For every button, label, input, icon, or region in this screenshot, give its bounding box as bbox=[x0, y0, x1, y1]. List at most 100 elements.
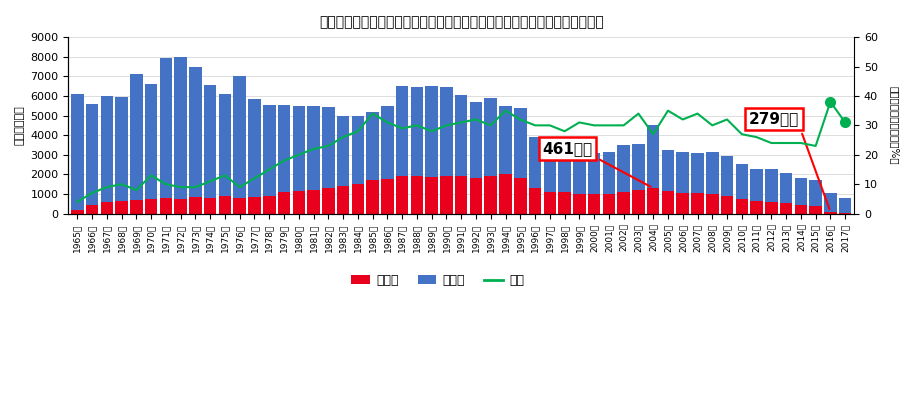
Bar bbox=[425, 86, 438, 177]
Bar bbox=[750, 201, 763, 214]
Bar bbox=[676, 152, 689, 193]
Bar bbox=[263, 196, 275, 214]
割合 bbox=[825, 99, 836, 104]
Bar bbox=[292, 106, 305, 191]
Bar bbox=[396, 86, 409, 177]
Bar bbox=[307, 106, 320, 190]
Bar bbox=[336, 186, 349, 214]
Bar bbox=[780, 203, 792, 214]
Bar bbox=[617, 145, 630, 192]
Bar bbox=[794, 205, 807, 214]
Bar bbox=[839, 198, 852, 213]
Bar bbox=[410, 177, 423, 214]
Bar bbox=[204, 85, 217, 198]
Bar bbox=[322, 188, 335, 214]
Bar bbox=[824, 212, 836, 214]
Bar bbox=[352, 116, 364, 184]
Bar bbox=[780, 173, 792, 203]
Text: 461トン: 461トン bbox=[542, 141, 651, 187]
Bar bbox=[736, 199, 748, 214]
Bar bbox=[470, 102, 483, 178]
Bar bbox=[470, 178, 483, 214]
Bar bbox=[278, 105, 291, 192]
Bar bbox=[381, 179, 394, 214]
Bar bbox=[514, 178, 526, 214]
Bar bbox=[499, 175, 512, 214]
Bar bbox=[514, 108, 526, 178]
割合 bbox=[515, 117, 526, 122]
Bar bbox=[367, 112, 379, 180]
Bar bbox=[410, 87, 423, 177]
Bar bbox=[632, 144, 644, 190]
Bar bbox=[602, 152, 615, 194]
Bar bbox=[810, 206, 822, 214]
Bar bbox=[278, 192, 291, 214]
Y-axis label: 漁獲量（ト）: 漁獲量（ト） bbox=[15, 105, 25, 145]
Bar bbox=[617, 192, 630, 214]
Bar bbox=[71, 210, 83, 214]
Bar bbox=[647, 188, 660, 214]
Line: 割合: 割合 bbox=[78, 102, 845, 202]
Bar bbox=[558, 145, 571, 192]
Title: 琵琶湖業種別（こあゆ・その他）漁獲量及び総漁獲量に占めるこあゆの割合: 琵琶湖業種別（こあゆ・その他）漁獲量及び総漁獲量に占めるこあゆの割合 bbox=[319, 15, 603, 29]
Bar bbox=[455, 177, 467, 214]
Bar bbox=[662, 150, 675, 191]
Bar bbox=[115, 97, 128, 201]
Bar bbox=[544, 192, 556, 214]
割合 bbox=[559, 129, 570, 134]
Bar bbox=[218, 196, 231, 214]
Bar bbox=[484, 177, 497, 214]
Bar bbox=[425, 177, 438, 214]
Bar bbox=[396, 177, 409, 214]
Bar bbox=[573, 152, 586, 194]
割合 bbox=[279, 158, 290, 163]
Bar bbox=[839, 213, 852, 214]
Bar bbox=[130, 200, 143, 214]
Bar bbox=[204, 198, 217, 214]
Bar bbox=[101, 202, 113, 214]
Bar bbox=[71, 94, 83, 210]
Bar bbox=[662, 191, 675, 214]
Bar bbox=[588, 153, 600, 194]
Bar bbox=[765, 202, 778, 214]
Bar bbox=[441, 87, 452, 177]
Bar bbox=[307, 190, 320, 214]
割合 bbox=[840, 120, 851, 125]
Bar bbox=[750, 170, 763, 201]
Bar bbox=[529, 137, 541, 188]
Bar bbox=[101, 96, 113, 202]
Bar bbox=[810, 180, 822, 206]
Bar bbox=[189, 197, 202, 214]
Bar bbox=[336, 116, 349, 186]
Bar bbox=[824, 193, 836, 212]
Bar bbox=[676, 193, 689, 214]
割合 bbox=[529, 123, 540, 128]
Bar bbox=[249, 197, 260, 214]
Bar bbox=[175, 199, 187, 214]
Bar bbox=[455, 95, 467, 177]
Bar bbox=[573, 194, 586, 214]
Bar bbox=[706, 152, 718, 194]
Bar bbox=[263, 105, 275, 196]
Bar bbox=[218, 94, 231, 196]
Bar bbox=[144, 199, 157, 214]
Bar bbox=[558, 192, 571, 214]
Bar bbox=[602, 194, 615, 214]
Bar bbox=[86, 104, 99, 205]
Bar bbox=[352, 184, 364, 214]
Bar bbox=[706, 194, 718, 214]
Bar bbox=[115, 201, 128, 214]
Bar bbox=[292, 191, 305, 214]
Bar bbox=[529, 188, 541, 214]
Bar bbox=[249, 99, 260, 197]
Bar bbox=[632, 190, 644, 214]
Bar bbox=[367, 180, 379, 214]
Legend: こあゆ, その他, 割合: こあゆ, その他, 割合 bbox=[346, 269, 529, 292]
Bar bbox=[499, 106, 512, 175]
Bar bbox=[544, 142, 556, 192]
Bar bbox=[721, 196, 733, 214]
Bar bbox=[233, 76, 246, 198]
Bar bbox=[736, 164, 748, 199]
Bar bbox=[160, 198, 172, 214]
Bar bbox=[691, 153, 704, 193]
